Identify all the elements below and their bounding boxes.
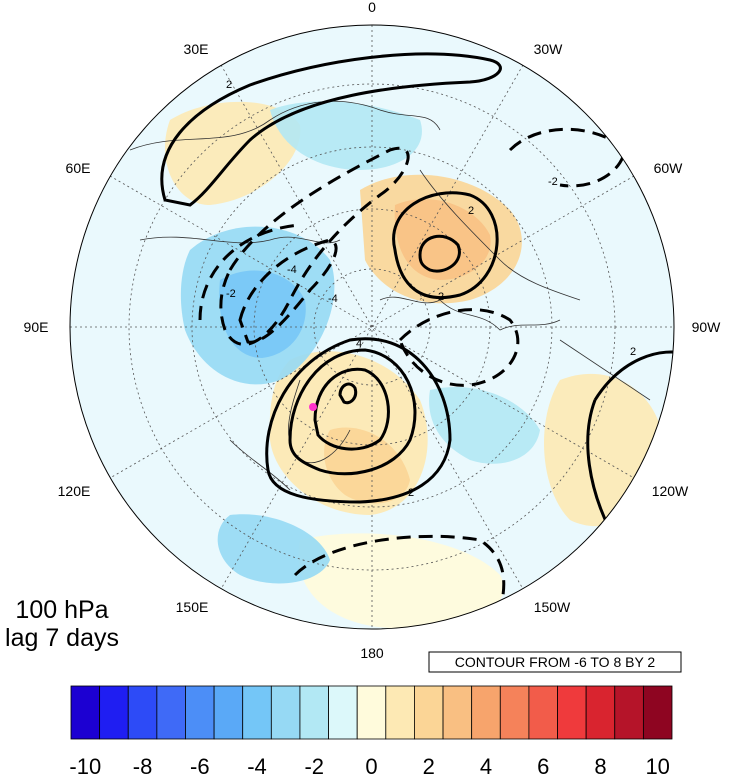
colorbar-tick-label: 8 <box>594 754 606 779</box>
lon-label-150w: 150W <box>534 599 571 615</box>
colorbar-swatch <box>614 685 644 740</box>
contours-negative <box>198 127 627 611</box>
contour-label: -4 <box>328 293 338 305</box>
colorbar-swatch <box>499 685 530 740</box>
colorbar-swatch <box>242 685 272 740</box>
colorbar-swatch <box>328 685 358 740</box>
colorbar-tick-label: 4 <box>480 754 492 779</box>
warm-core-atlantic <box>394 199 491 280</box>
colorbar <box>70 685 673 740</box>
colorbar-swatch <box>213 685 244 740</box>
map-border <box>69 24 675 630</box>
location-marker <box>309 403 317 411</box>
contour-label: 2 <box>438 291 444 303</box>
colorbar-swatch <box>442 685 473 740</box>
contour-label: 4 <box>356 338 362 350</box>
contour-label: 2 <box>226 79 232 91</box>
colorbar-swatch <box>471 685 501 740</box>
lon-label-0: 0 <box>368 0 376 15</box>
colorbar-tick-label: 0 <box>365 754 377 779</box>
lon-label-120e: 120E <box>58 483 91 499</box>
colorbar-tick-label: -4 <box>247 754 267 779</box>
lon-label-90w: 90W <box>692 319 722 335</box>
colorbar-swatch <box>585 685 616 740</box>
colorbar-swatch <box>557 685 587 740</box>
contour-label: 2 <box>468 205 474 217</box>
lon-label-60w: 60W <box>654 160 684 176</box>
contour-label: -4 <box>287 264 297 276</box>
colorbar-swatch <box>385 685 415 740</box>
warm-anomaly-south <box>298 533 504 629</box>
contour-label: 2 <box>408 487 414 499</box>
lon-label-90e: 90E <box>24 319 49 335</box>
colorbar-swatch <box>299 685 329 740</box>
colorbar-tick-label: 10 <box>645 754 669 779</box>
longitude-labels: 0 30W 60W 90W 120W 150W 180 150E 120E 90… <box>24 0 722 661</box>
colorbar-swatch <box>642 685 673 740</box>
colorbar-swatch <box>270 685 301 740</box>
contour-info-box: CONTOUR FROM -6 TO 8 BY 2 <box>428 651 682 673</box>
colorbar-tick-label: -6 <box>190 754 210 779</box>
lon-label-30e: 30E <box>184 41 209 57</box>
cold-core-asia <box>219 270 306 358</box>
contour-negative-south <box>293 534 506 611</box>
lon-label-150e: 150E <box>176 599 209 615</box>
contour-negative-east <box>398 308 520 387</box>
colorbar-swatch <box>99 685 129 740</box>
contour-positive-pacific-6 <box>313 367 390 451</box>
contour-positive-pacific-8 <box>338 382 358 405</box>
colorbar-swatch <box>156 685 186 740</box>
contour-info-text: CONTOUR FROM -6 TO 8 BY 2 <box>455 654 656 670</box>
graticule <box>70 25 674 629</box>
colorbar-swatch <box>185 685 215 740</box>
contour-info-frame <box>428 651 682 673</box>
contour-label: -2 <box>548 176 558 188</box>
colorbar-tick-label: -10 <box>69 754 101 779</box>
colorbar-swatch <box>70 685 101 740</box>
lon-label-30w: 30W <box>534 41 564 57</box>
lon-label-180: 180 <box>360 645 384 661</box>
lon-label-120w: 120W <box>652 483 689 499</box>
contour-negative-asia-2 <box>219 146 410 346</box>
colorbar-swatch <box>414 685 444 740</box>
colorbar-swatch <box>528 685 558 740</box>
contours <box>160 52 674 531</box>
contour-positive-atlantic-outer <box>392 191 499 300</box>
contour-negative-asia-outer <box>198 223 301 321</box>
cold-anomaly-southwest <box>217 514 330 584</box>
cold-anomaly-east <box>429 386 540 464</box>
contour-positive-pacific-2 <box>265 337 452 504</box>
lag-label: lag 7 days <box>5 624 119 652</box>
contour-positive-america <box>586 350 674 531</box>
level-label: 100 hPa <box>15 596 108 624</box>
colorbar-swatch <box>127 685 158 740</box>
contour-negative-northeast <box>508 127 627 188</box>
colorbar-tick-label: 6 <box>537 754 549 779</box>
contour-positive-atlantic-inner <box>418 234 461 273</box>
shading-anomalies <box>164 101 665 629</box>
contour-negative-asia-4 <box>238 238 338 344</box>
polar-map: 2 2 2 2 4 -4 -4 -2 -2 2 <box>69 24 675 630</box>
contour-positive-north <box>160 52 502 207</box>
contour-label: -2 <box>226 288 236 300</box>
colorbar-tick-label: -2 <box>304 754 324 779</box>
colorbar-swatch <box>356 685 387 740</box>
contour-positive-pacific-4 <box>288 348 417 476</box>
contour-label: 2 <box>630 346 636 358</box>
colorbar-tick-labels: -10 -8 -6 -4 -2 0 2 4 6 8 10 <box>69 754 670 779</box>
cold-anomaly-north <box>270 101 422 170</box>
warm-core-pacific <box>324 427 410 504</box>
lon-label-60e: 60E <box>66 160 91 176</box>
colorbar-tick-label: 2 <box>423 754 435 779</box>
colorbar-tick-label: -8 <box>133 754 153 779</box>
contour-labels: 2 2 2 2 4 -4 -4 -2 -2 2 <box>226 79 636 499</box>
